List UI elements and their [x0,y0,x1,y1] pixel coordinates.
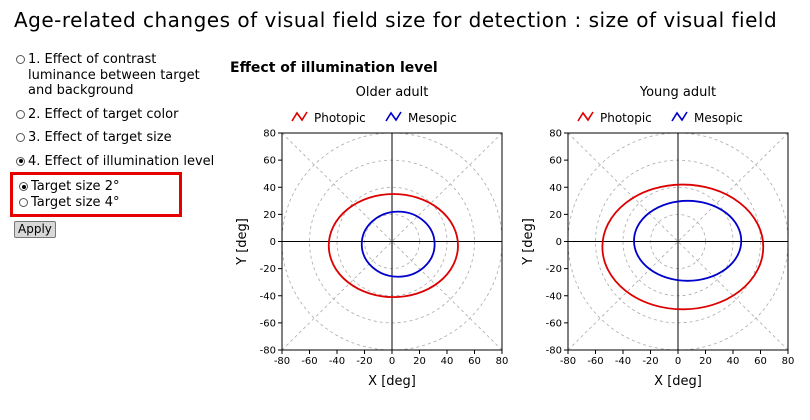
y-tick-label: -80 [260,346,276,357]
chart-young-adult: Young adult Photopic Mesopic -80-80 -60 -60 -4… [521,85,795,389]
sub-option-label: Target size 4° [31,195,120,210]
option-target-size[interactable]: 3. Effect of target size [14,130,224,146]
radio-icon[interactable] [19,198,28,207]
y-tick-label: -20 [546,264,562,275]
legend-swatch [291,111,308,122]
x-axis-label: X [deg] [654,374,702,389]
radio-selected-icon[interactable] [16,156,25,166]
x-tick-label: 80 [782,356,795,367]
chart-older-adult: Older adult Photopic Mesopic -80-80 -60 -60 -4… [235,85,509,389]
panel-title: Effect of illumination level [230,60,438,76]
y-axis-label: Y [deg] [235,218,250,266]
x-tick-label: 0 [389,356,395,367]
radio-icon[interactable] [16,133,25,142]
y-tick-label: 60 [263,156,276,167]
y-tick-label: -60 [260,318,276,329]
x-tick-label: 0 [675,356,681,367]
y-tick-label: -40 [546,291,562,302]
legend-item: Mesopic [385,111,457,125]
y-tick-label: 0 [270,237,276,248]
y-tick-label: 80 [549,129,562,140]
y-tick-label: -60 [546,318,562,329]
option-contrast[interactable]: 1. Effect of contrast luminance between … [14,52,224,99]
option-label: 3. Effect of target size [28,130,172,145]
option-target-color[interactable]: 2. Effect of target color [14,107,224,123]
radio-icon[interactable] [16,55,25,64]
x-tick-label: -80 [274,356,290,367]
radio-selected-icon[interactable] [19,182,28,191]
x-tick-label: -20 [642,356,658,367]
legend-label: Photopic [314,111,366,125]
x-tick-label: -60 [301,356,317,367]
series-photopic-contour [601,183,765,311]
y-tick-label: -20 [260,264,276,275]
legend-swatch [385,111,402,122]
analysis-options: 1. Effect of contrast luminance between … [14,52,224,177]
target-size-options: Target size 2° Target size 4° [10,172,182,217]
x-tick-label: -80 [560,356,576,367]
x-tick-label: 80 [496,356,509,367]
option-target-size-2[interactable]: Target size 2° [17,179,179,195]
y-tick-label: 40 [549,183,562,194]
y-tick-label: 40 [263,183,276,194]
y-tick-label: 20 [549,210,562,221]
x-tick-label: 20 [699,356,712,367]
legend-item: Photopic [291,111,366,125]
y-tick-label: -40 [260,291,276,302]
x-tick-label: -40 [615,356,631,367]
x-tick-label: 60 [754,356,767,367]
option-label: 1. Effect of contrast luminance between … [28,52,200,98]
radio-icon[interactable] [16,109,25,119]
x-tick-label: 40 [441,356,454,367]
legend-label: Photopic [600,111,652,125]
legend-label: Mesopic [408,111,457,125]
legend-item: Mesopic [671,111,743,125]
y-tick-label: 0 [556,237,562,248]
page-title: Age-related changes of visual field size… [14,8,778,32]
y-tick-label: 20 [263,210,276,221]
y-tick-label: 60 [549,156,562,167]
x-tick-label: -20 [356,356,372,367]
sub-option-label: Target size 2° [31,179,120,194]
y-tick-label: -80 [546,346,562,357]
chart-title: Young adult [639,85,716,100]
x-axis-label: X [deg] [368,374,416,389]
legend-swatch [671,111,688,122]
option-target-size-4[interactable]: Target size 4° [17,195,179,211]
legend-swatch [577,111,594,122]
series-photopic-contour [327,193,459,299]
option-label: 4. Effect of illumination level [28,153,215,169]
apply-button[interactable]: Apply [14,221,56,238]
series-mesopic-contour [633,199,743,282]
series-mesopic-contour [360,210,436,278]
option-label: 2. Effect of target color [28,106,179,122]
option-illumination[interactable]: 4. Effect of illumination level [14,154,224,170]
legend-label: Mesopic [694,111,743,125]
y-axis-label: Y [deg] [521,218,536,266]
x-tick-label: 60 [468,356,481,367]
chart-title: Older adult [356,85,429,100]
x-tick-label: 20 [413,356,426,367]
x-tick-label: -40 [329,356,345,367]
x-tick-label: -60 [587,356,603,367]
y-tick-label: 80 [263,129,276,140]
x-tick-label: 40 [727,356,740,367]
legend-item: Photopic [577,111,652,125]
